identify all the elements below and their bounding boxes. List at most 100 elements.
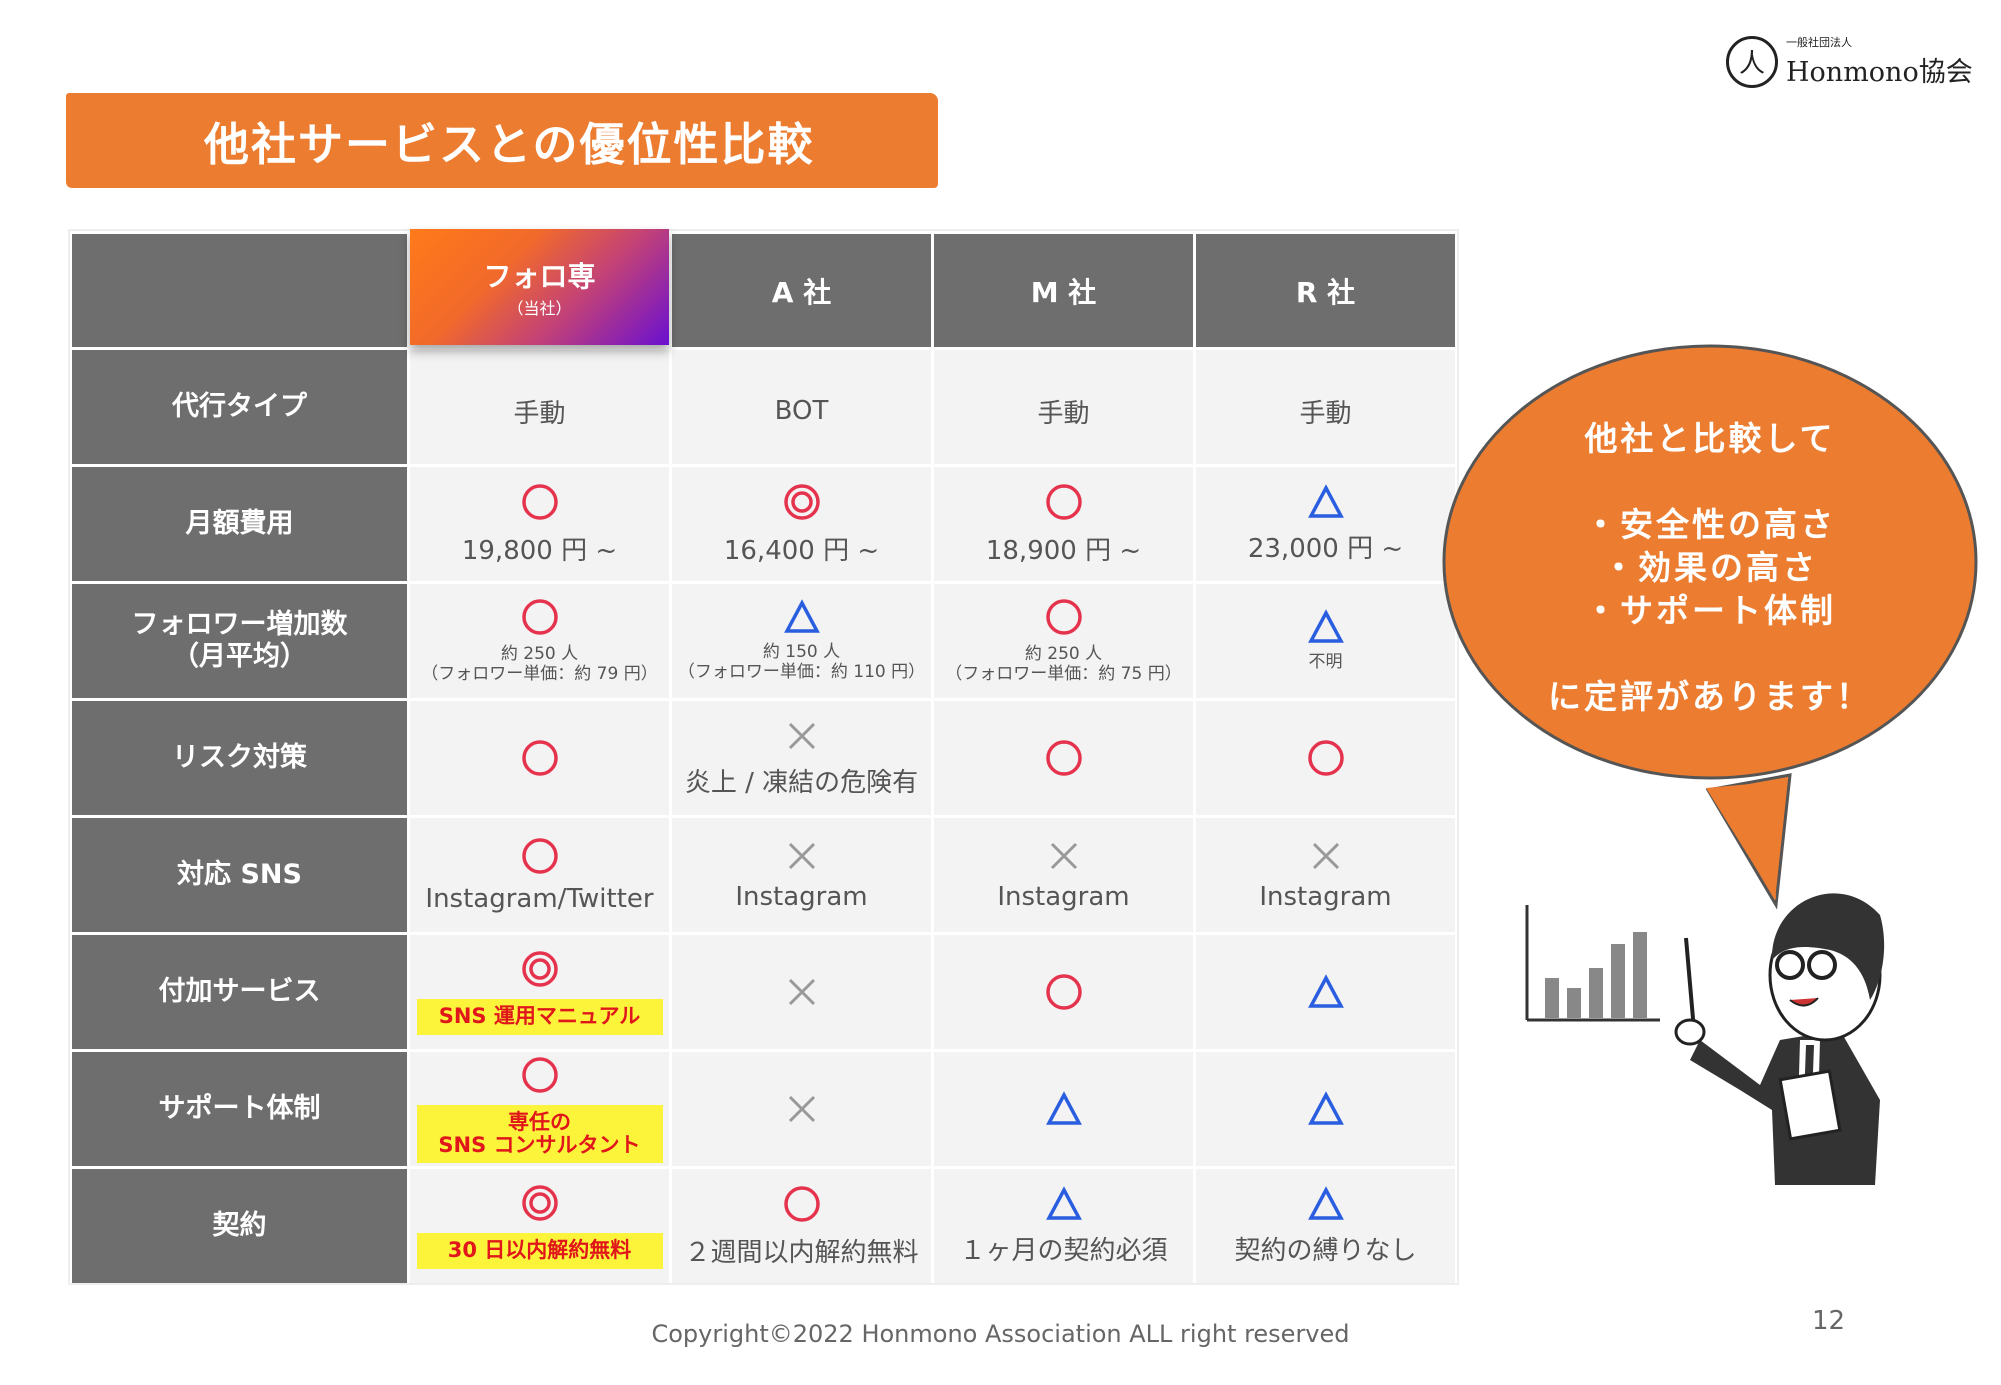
bubble-line: 他社と比較して <box>1584 419 1836 458</box>
table-cell: 不明 <box>1196 584 1455 698</box>
cross-mark-icon <box>788 842 815 870</box>
cell-text: 18,900 円 ~ <box>985 535 1142 566</box>
circle-mark-icon <box>521 483 558 520</box>
cell-text: 手動 <box>1299 398 1352 429</box>
speech-bubble-join <box>1706 782 1776 900</box>
bubble-line: ・効果の高さ <box>1602 548 1818 587</box>
table-cell: 16,400 円 ~ <box>672 467 931 581</box>
table-cell <box>1196 701 1455 815</box>
triangle-mark-icon <box>1307 974 1344 1008</box>
table-cell <box>410 701 669 815</box>
table-cell: 専任の SNS コンサルタント <box>410 1052 669 1166</box>
bubble-line: ・安全性の高さ <box>1584 505 1836 544</box>
page-title: 他社サービスとの優位性比較 <box>204 118 815 171</box>
table-cell: 23,000 円 ~ <box>1196 467 1455 581</box>
table-cell: １ヶ月の契約必須 <box>934 1169 1193 1283</box>
table-cell: BOT <box>672 350 931 464</box>
table-cell: 19,800 円 ~ <box>410 467 669 581</box>
cell-text: Instagram <box>997 882 1130 912</box>
cell-text: Instagram <box>1259 882 1392 912</box>
table-cell: SNS 運用マニュアル <box>410 935 669 1049</box>
table-cell: 契約の縛りなし <box>1196 1169 1455 1283</box>
circle-mark-icon <box>1045 483 1082 520</box>
column-name: A 社 <box>771 275 832 309</box>
row-label: サポート体制 <box>72 1052 407 1166</box>
triangle-mark-icon <box>783 599 820 634</box>
highlight-label: 30 日以内解約無料 <box>416 1233 663 1269</box>
table-cell <box>934 1052 1193 1166</box>
row-label: 対応 SNS <box>72 818 407 932</box>
cross-mark-icon <box>788 1095 815 1123</box>
table-cell: 約 250 人 （フォロワー単価：約 75 円） <box>934 584 1193 698</box>
logo-subtitle: 一般社団法人 <box>1786 36 1852 49</box>
column-name: R 社 <box>1295 275 1356 309</box>
table-cell <box>1196 1052 1455 1166</box>
logo-icon: 人 <box>1726 35 1778 88</box>
highlight-label: 専任の SNS コンサルタント <box>416 1104 663 1164</box>
header-competitor: A 社 <box>672 234 931 347</box>
cell-detail: 約 250 人 （フォロワー単価：約 79 円） <box>421 644 658 684</box>
table-cell <box>934 701 1193 815</box>
bubble-line <box>1450 455 1970 498</box>
header-competitor: R 社 <box>1196 234 1455 347</box>
table-cell: 手動 <box>410 350 669 464</box>
double-circle-mark-icon <box>783 483 820 520</box>
table-cell <box>672 935 931 1049</box>
cell-text: Instagram <box>735 882 868 912</box>
cell-text: 手動 <box>513 398 566 429</box>
presenter-illustration <box>1674 893 1885 1185</box>
table-cell: Instagram <box>1196 818 1455 932</box>
column-subtitle: （当社） <box>507 299 572 318</box>
circle-mark-icon <box>1045 599 1082 636</box>
row-label: リスク対策 <box>72 701 407 815</box>
table-cell: Instagram/Twitter <box>410 818 669 932</box>
cell-text: ２週間以内解約無料 <box>684 1237 919 1268</box>
row-label: フォロワー増加数 （月平均） <box>72 584 407 698</box>
logo-name: Honmono協会 <box>1786 57 1973 88</box>
table-cell <box>1196 935 1455 1049</box>
cross-mark-icon <box>788 978 815 1006</box>
copyright: Copyright©2022 Honmono Association ALL r… <box>651 1320 1350 1348</box>
row-label: 契約 <box>72 1169 407 1283</box>
circle-mark-icon <box>521 599 558 636</box>
cell-detail: 約 150 人 （フォロワー単価：約 110 円） <box>677 642 926 682</box>
circle-mark-icon <box>1045 974 1082 1010</box>
circle-mark-icon <box>1307 740 1344 776</box>
table-cell: Instagram <box>672 818 931 932</box>
table-cell: 炎上 / 凍結の危険有 <box>672 701 931 815</box>
speech-bubble-text: 他社と比較して ・安全性の高さ ・効果の高さ ・サポート体制 に定評があります！ <box>1450 412 1970 716</box>
row-label: 付加サービス <box>72 935 407 1049</box>
header-our-company: フォロ専 （当社） <box>410 229 669 345</box>
triangle-mark-icon <box>1307 609 1344 643</box>
cell-text: Instagram/Twitter <box>425 884 654 914</box>
cell-text: 契約の縛りなし <box>1234 1235 1417 1266</box>
cell-text: 23,000 円 ~ <box>1247 533 1404 564</box>
cross-mark-icon <box>788 722 815 749</box>
table-cell: ２週間以内解約無料 <box>672 1169 931 1283</box>
header-corner <box>72 234 407 347</box>
column-name: M 社 <box>1030 275 1097 309</box>
table-cell: 約 250 人 （フォロワー単価：約 79 円） <box>410 584 669 698</box>
double-circle-mark-icon <box>521 1185 558 1222</box>
triangle-mark-icon <box>1045 1185 1082 1220</box>
cell-detail: 約 250 人 （フォロワー単価：約 75 円） <box>945 644 1182 684</box>
table-cell: Instagram <box>934 818 1193 932</box>
table-cell <box>672 1052 931 1166</box>
page-number: 12 <box>1812 1306 1846 1336</box>
triangle-mark-icon <box>1307 1091 1344 1125</box>
header-competitor: M 社 <box>934 234 1193 347</box>
table-cell: 約 150 人 （フォロワー単価：約 110 円） <box>672 584 931 698</box>
circle-mark-icon <box>521 740 558 776</box>
table-cell: 18,900 円 ~ <box>934 467 1193 581</box>
circle-mark-icon <box>1045 740 1082 776</box>
table-cell: 手動 <box>1196 350 1455 464</box>
bubble-line: ・サポート体制 <box>1584 591 1836 630</box>
circle-mark-icon <box>783 1185 820 1222</box>
speech-bubble-body <box>1442 344 1978 780</box>
triangle-mark-icon <box>1307 1185 1344 1220</box>
cell-text: 16,400 円 ~ <box>723 535 880 566</box>
cell-text: BOT <box>774 396 829 426</box>
table-cell: 手動 <box>934 350 1193 464</box>
cell-text: 19,800 円 ~ <box>461 535 618 566</box>
